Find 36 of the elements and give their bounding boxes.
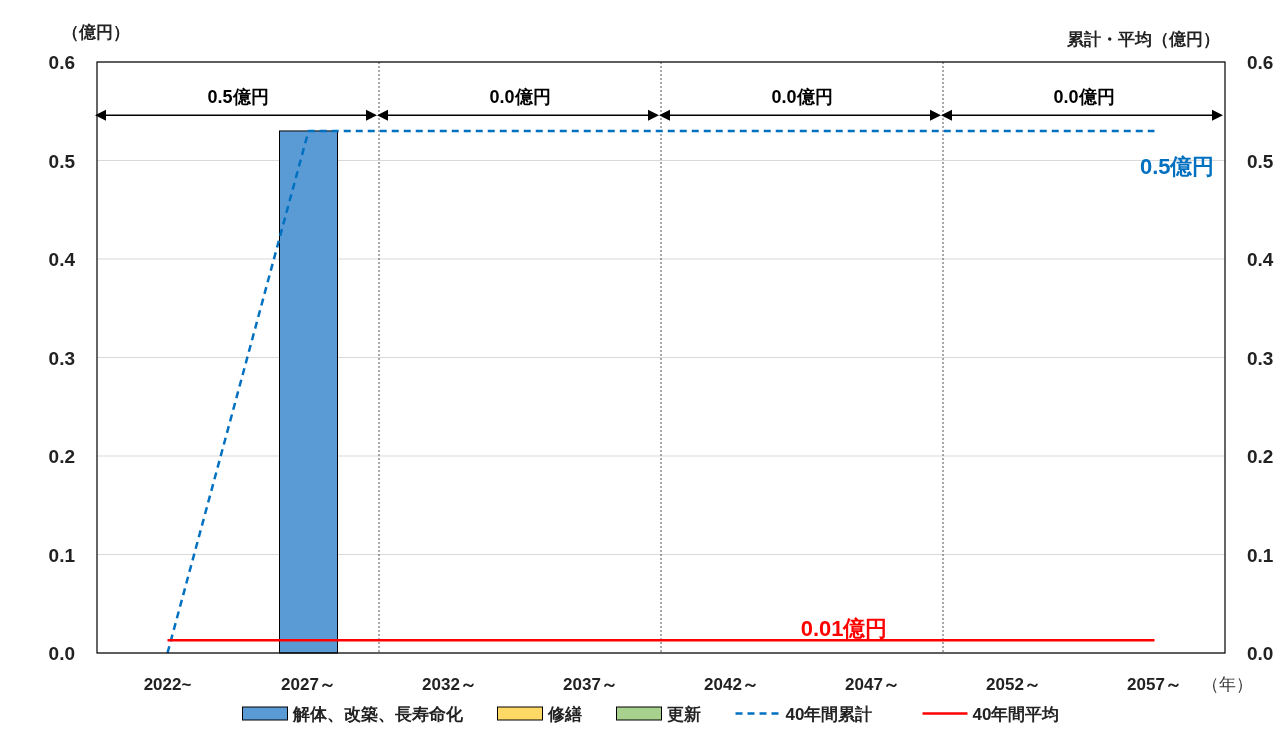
y2-tick-label: 0.3 bbox=[1247, 347, 1274, 369]
y-tick-label: 0.0 bbox=[48, 643, 75, 664]
y2-tick-label: 0.1 bbox=[1247, 544, 1274, 566]
x-tick-label: 2042～ bbox=[704, 675, 759, 694]
y-tick-label: 0.5 bbox=[48, 150, 76, 172]
y-tick-label: 0.6 bbox=[48, 52, 75, 73]
x-tick-label: 2037～ bbox=[563, 675, 618, 694]
y2-tick-label: 0.5 bbox=[1247, 150, 1274, 172]
y2-tick-label: 0.4 bbox=[1247, 249, 1274, 270]
y2-tick-label: 0.6 bbox=[1247, 52, 1274, 73]
y-tick-label: 0.3 bbox=[48, 347, 75, 369]
y2-tick-label: 0.2 bbox=[1247, 446, 1274, 467]
legend-label: 40年間累計 bbox=[785, 705, 873, 724]
legend-label: 解体、改築、長寿命化 bbox=[291, 705, 464, 724]
x-tick-label: 2027～ bbox=[281, 675, 336, 694]
y2-axis-title: 累計・平均（億円） bbox=[1066, 30, 1220, 49]
annotation: 0.0億円 bbox=[489, 87, 551, 108]
annotation: 0.01億円 bbox=[800, 616, 888, 642]
y-tick-label: 0.1 bbox=[48, 544, 76, 566]
legend-label: 修繕 bbox=[546, 705, 582, 724]
annotation: 0.5億円 bbox=[1139, 153, 1215, 179]
annotation: 0.0億円 bbox=[1053, 87, 1115, 108]
y2-tick-label: 0.0 bbox=[1247, 643, 1274, 664]
x-axis-title: （年） bbox=[1201, 675, 1253, 694]
legend-label: 40年間平均 bbox=[972, 705, 1060, 724]
x-tick-label: 2052～ bbox=[986, 675, 1041, 694]
y-axis-title: （億円） bbox=[62, 23, 130, 42]
x-tick-label: 2022~ bbox=[143, 675, 192, 694]
x-tick-label: 2057～ bbox=[1127, 675, 1182, 694]
legend-label: 更新 bbox=[666, 705, 701, 724]
x-tick-label: 2032～ bbox=[422, 675, 477, 694]
annotation: 0.5億円 bbox=[207, 87, 269, 108]
annotation: 0.0億円 bbox=[771, 87, 833, 108]
x-tick-label: 2047～ bbox=[845, 675, 900, 694]
y-tick-label: 0.4 bbox=[48, 249, 76, 270]
y-tick-label: 0.2 bbox=[48, 446, 75, 467]
